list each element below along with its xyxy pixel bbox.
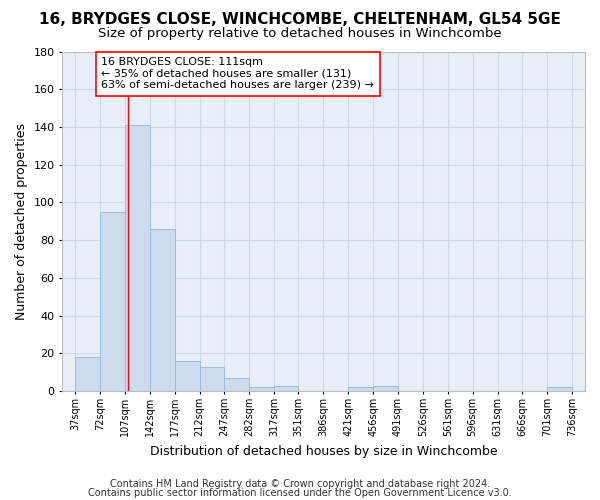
Text: 16, BRYDGES CLOSE, WINCHCOMBE, CHELTENHAM, GL54 5GE: 16, BRYDGES CLOSE, WINCHCOMBE, CHELTENHA… [39,12,561,28]
Bar [150,229,175,391]
Y-axis label: Number of detached properties: Number of detached properties [15,123,28,320]
Bar [125,125,150,391]
Bar [373,386,398,391]
Bar [224,378,250,391]
X-axis label: Distribution of detached houses by size in Winchcombe: Distribution of detached houses by size … [150,444,497,458]
Bar [75,358,100,391]
Text: Contains public sector information licensed under the Open Government Licence v3: Contains public sector information licen… [88,488,512,498]
Bar [250,388,274,391]
Bar [274,386,298,391]
Text: 16 BRYDGES CLOSE: 111sqm
← 35% of detached houses are smaller (131)
63% of semi-: 16 BRYDGES CLOSE: 111sqm ← 35% of detach… [101,57,374,90]
Text: Size of property relative to detached houses in Winchcombe: Size of property relative to detached ho… [98,28,502,40]
Bar [348,388,373,391]
Bar [175,361,200,391]
Bar [200,366,224,391]
Bar [100,212,125,391]
Bar [547,388,572,391]
Text: Contains HM Land Registry data © Crown copyright and database right 2024.: Contains HM Land Registry data © Crown c… [110,479,490,489]
